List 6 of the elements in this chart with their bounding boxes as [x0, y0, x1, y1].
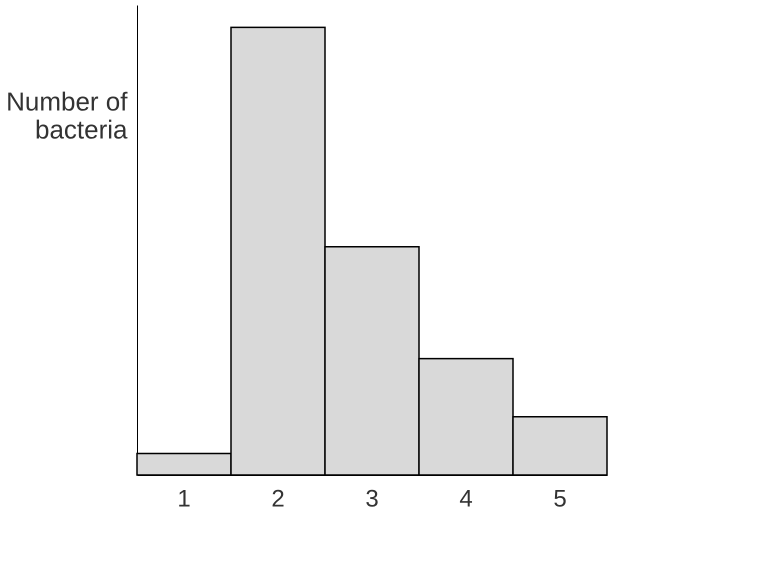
x-tick-label: 4 — [459, 486, 473, 512]
x-tick-label: 2 — [271, 486, 285, 512]
x-tick-label: 5 — [553, 486, 567, 512]
y-axis-title: Number of bacteria — [6, 86, 128, 144]
x-tick-label: 1 — [177, 486, 191, 512]
x-tick-label: 3 — [365, 486, 379, 512]
